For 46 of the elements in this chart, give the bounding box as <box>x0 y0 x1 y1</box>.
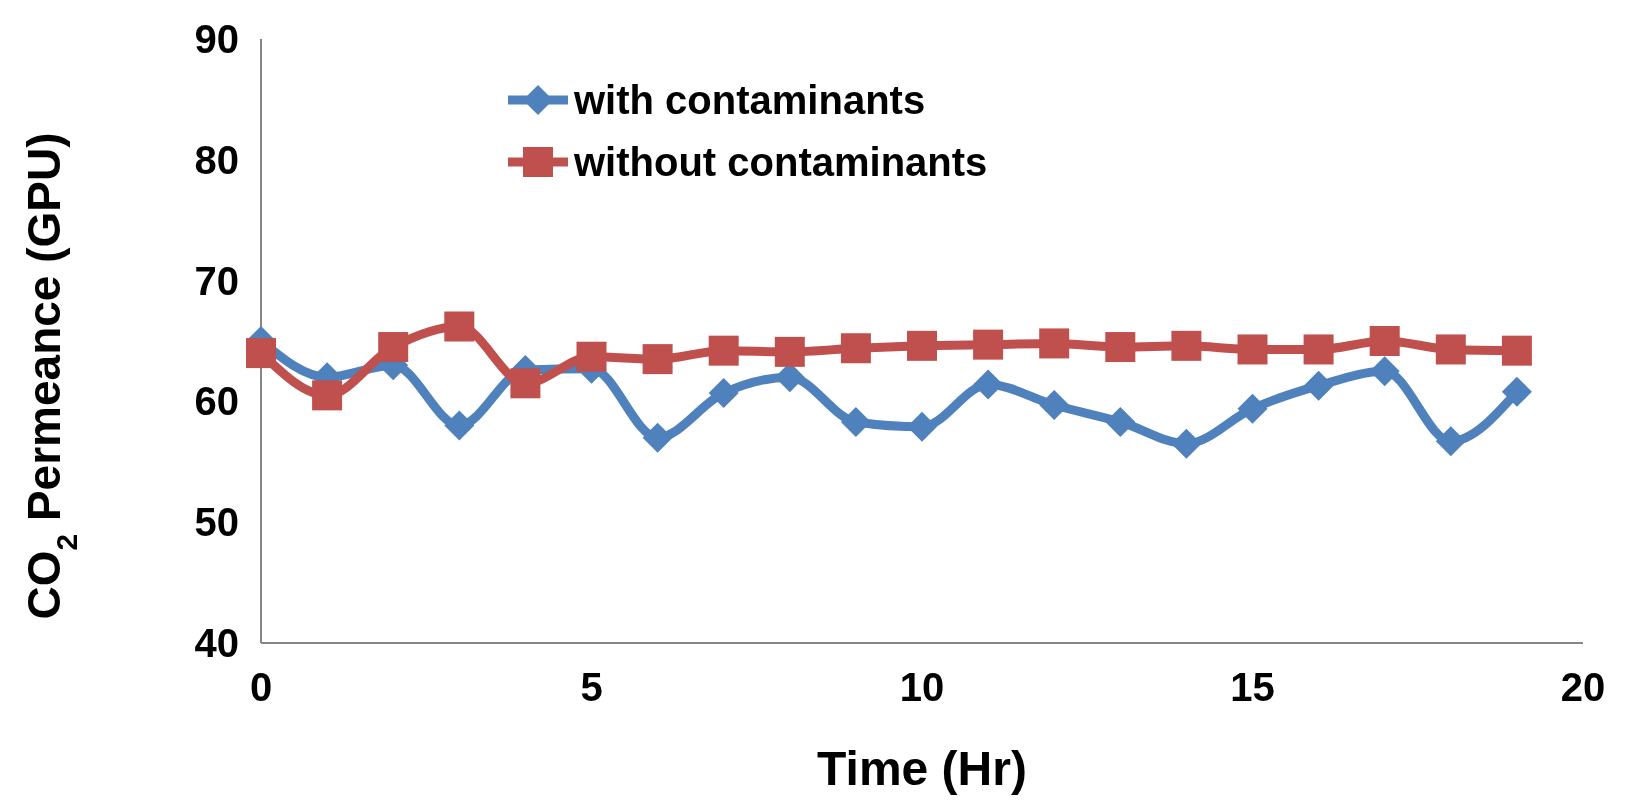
x-tick-label: 20 <box>1560 665 1606 709</box>
point <box>246 338 276 369</box>
point <box>642 344 673 375</box>
point <box>1369 326 1400 356</box>
x-tick-label: 10 <box>899 665 945 709</box>
point <box>1435 426 1466 457</box>
point <box>708 335 739 366</box>
point <box>576 341 607 372</box>
y-tick-label: 60 <box>194 379 239 424</box>
point <box>510 368 541 399</box>
point <box>1105 332 1136 363</box>
point <box>378 332 409 363</box>
y-tick-label: 80 <box>194 137 239 182</box>
point <box>973 369 1004 400</box>
y-tick-label: 90 <box>194 17 239 61</box>
legend-label: without contaminants <box>573 140 988 184</box>
point <box>1039 328 1070 359</box>
point <box>1237 393 1268 424</box>
point <box>1171 428 1202 459</box>
x-axis-title: Time (Hr) <box>817 742 1027 795</box>
point <box>312 380 343 411</box>
point <box>907 330 937 361</box>
point <box>708 377 739 408</box>
point <box>444 410 475 441</box>
point <box>1303 370 1334 401</box>
point <box>642 422 673 453</box>
point <box>1237 334 1268 365</box>
point <box>1039 390 1070 421</box>
point <box>973 329 1004 360</box>
point <box>1303 334 1334 365</box>
x-tick-label: 5 <box>580 665 603 709</box>
point <box>1105 406 1136 437</box>
y-tick-label: 40 <box>194 621 239 665</box>
x-tick-label: 0 <box>249 665 273 709</box>
point <box>1435 334 1466 365</box>
point <box>840 333 871 364</box>
point <box>1501 335 1532 366</box>
point <box>1501 376 1532 407</box>
point <box>1171 330 1202 361</box>
point <box>840 406 871 437</box>
point <box>444 311 475 342</box>
point <box>774 336 805 367</box>
legend-label: with contaminants <box>573 78 926 122</box>
y-tick-label: 50 <box>194 500 239 545</box>
y-tick-label: 70 <box>194 258 239 303</box>
x-tick-label: 15 <box>1230 665 1275 709</box>
